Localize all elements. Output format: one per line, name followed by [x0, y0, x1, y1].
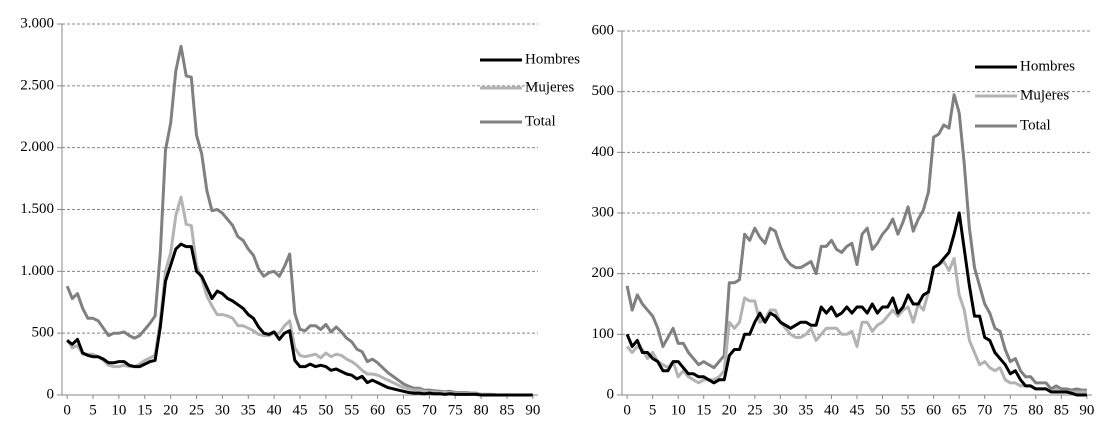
y-tick-label: 500	[32, 325, 55, 341]
x-tick-label: 70	[977, 402, 992, 418]
legend-label: Hombres	[1020, 58, 1075, 74]
series-line	[625, 257, 1087, 394]
x-tick-label: 30	[215, 402, 230, 418]
x-tick-label: 85	[499, 402, 514, 418]
x-tick-label: 65	[396, 402, 411, 418]
y-tick-label: 600	[592, 22, 615, 38]
x-tick-label: 80	[474, 402, 489, 418]
legend-label: Mujeres	[525, 79, 574, 95]
legend-label: Mujeres	[1020, 87, 1069, 103]
x-tick-label: 15	[137, 402, 152, 418]
x-tick-label: 45	[293, 402, 308, 418]
y-tick-label: 1.500	[20, 201, 54, 217]
series-line	[625, 93, 1087, 392]
x-tick-label: 40	[267, 402, 282, 418]
x-tick-label: 35	[798, 402, 813, 418]
y-tick-label: 0	[607, 386, 615, 402]
y-tick-label: 0	[47, 386, 55, 402]
x-tick-label: 90	[1079, 402, 1094, 418]
x-tick-label: 60	[370, 402, 385, 418]
x-tick-label: 80	[1028, 402, 1043, 418]
x-tick-label: 30	[773, 402, 788, 418]
y-tick-label: 300	[592, 204, 615, 220]
series-line	[65, 44, 533, 397]
x-tick-label: 75	[448, 402, 463, 418]
x-tick-label: 50	[318, 402, 333, 418]
legend-label: Total	[525, 113, 556, 129]
x-tick-label: 0	[623, 402, 631, 418]
legend-label: Hombres	[525, 51, 580, 67]
x-tick-label: 45	[850, 402, 865, 418]
x-tick-label: 85	[1054, 402, 1069, 418]
y-tick-label: 3.000	[20, 15, 54, 31]
series-line	[625, 211, 1087, 397]
x-tick-label: 25	[189, 402, 204, 418]
x-tick-label: 15	[696, 402, 711, 418]
series-line	[66, 242, 533, 397]
x-tick-label: 20	[722, 402, 737, 418]
x-tick-label: 75	[1003, 402, 1018, 418]
x-tick-label: 60	[926, 402, 941, 418]
x-tick-label: 5	[89, 402, 97, 418]
y-tick-label: 2.000	[20, 139, 54, 155]
x-tick-label: 0	[63, 402, 71, 418]
x-tick-label: 55	[901, 402, 916, 418]
x-tick-label: 65	[952, 402, 967, 418]
x-tick-label: 70	[422, 402, 437, 418]
x-tick-label: 25	[747, 402, 762, 418]
x-tick-label: 20	[163, 402, 178, 418]
x-tick-label: 10	[671, 402, 686, 418]
y-tick-label: 2.500	[20, 77, 54, 93]
y-tick-label: 500	[592, 83, 615, 99]
x-tick-label: 50	[875, 402, 890, 418]
y-tick-label: 100	[592, 326, 615, 342]
y-tick-label: 200	[592, 265, 615, 281]
legend-label: Total	[1020, 117, 1051, 133]
x-tick-label: 10	[111, 402, 126, 418]
x-tick-label: 5	[649, 402, 657, 418]
y-tick-label: 1.000	[20, 263, 54, 279]
x-tick-label: 90	[525, 402, 540, 418]
y-tick-label: 400	[592, 144, 615, 160]
x-tick-label: 35	[241, 402, 256, 418]
x-tick-label: 55	[344, 402, 359, 418]
x-tick-label: 40	[824, 402, 839, 418]
